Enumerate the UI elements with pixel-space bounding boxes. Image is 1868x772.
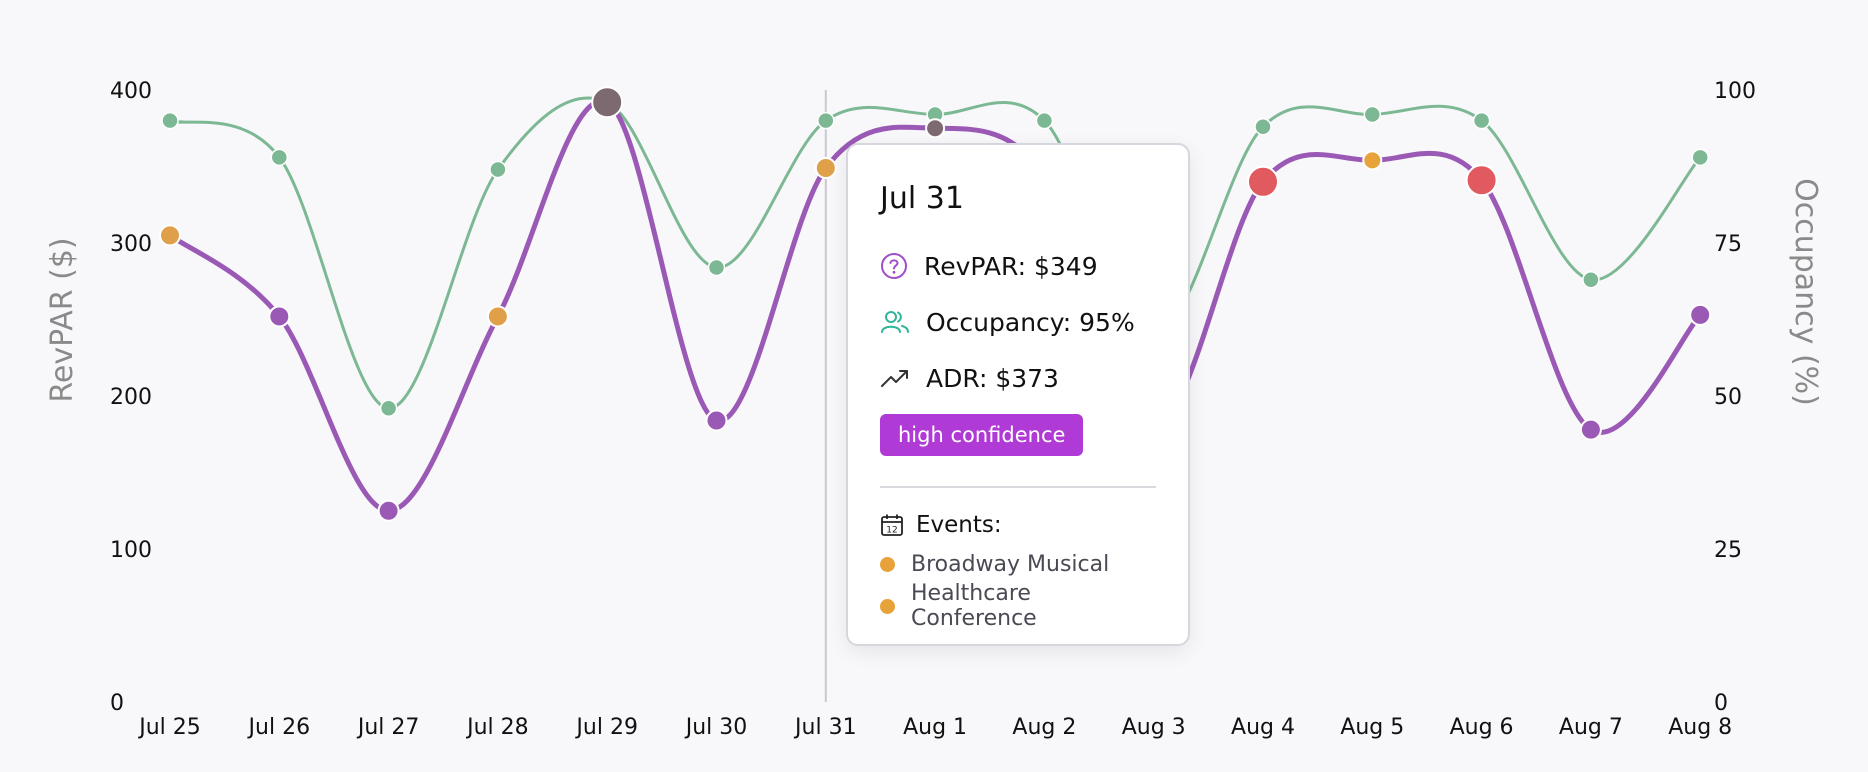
calendar-icon: 12 xyxy=(881,514,903,536)
users-icon xyxy=(881,311,909,333)
revpar-point[interactable] xyxy=(1579,418,1602,441)
tooltip-occupancy: Occupancy: 95% xyxy=(926,307,1135,337)
revpar-point[interactable] xyxy=(159,224,181,247)
x-tick-label: Aug 6 xyxy=(1450,715,1514,740)
tooltip-revpar-row: RevPAR: $349 xyxy=(880,238,1156,294)
y2-tick-label: 0 xyxy=(1714,691,1728,716)
y-tick-label: 400 xyxy=(110,79,152,104)
svg-text:12: 12 xyxy=(886,526,897,536)
occupancy-point[interactable] xyxy=(379,399,398,417)
event-dot xyxy=(880,598,895,614)
revpar-point[interactable] xyxy=(925,118,946,139)
event-name: Broadway Musical xyxy=(911,551,1110,577)
revpar-point[interactable] xyxy=(705,409,728,432)
occupancy-point[interactable] xyxy=(1582,270,1600,289)
tooltip-occupancy-row: Occupancy: 95% xyxy=(880,294,1156,350)
x-tick-label: Aug 2 xyxy=(1012,715,1076,740)
x-tick-label: Jul 28 xyxy=(465,715,529,740)
y2-tick-label: 75 xyxy=(1714,232,1742,257)
occupancy-point[interactable] xyxy=(161,111,179,130)
y2-tick-label: 100 xyxy=(1714,79,1756,104)
occupancy-point[interactable] xyxy=(1035,111,1054,130)
revpar-point[interactable] xyxy=(1689,303,1712,326)
x-tick-label: Aug 3 xyxy=(1122,715,1186,740)
tooltip-adr-row: ADR: $373 xyxy=(880,350,1156,406)
x-tick-label: Jul 26 xyxy=(247,715,311,740)
event-item: Healthcare Conference xyxy=(880,581,1156,631)
event-name: Healthcare Conference xyxy=(911,581,1037,631)
y-axis-title: RevPAR ($) xyxy=(45,237,80,402)
tooltip-adr: ADR: $373 xyxy=(926,363,1059,393)
revpar-point[interactable] xyxy=(268,305,291,328)
y2-tick-label: 25 xyxy=(1714,538,1742,563)
revpar-line xyxy=(168,98,1703,514)
occupancy-point[interactable] xyxy=(1472,111,1491,130)
tooltip-revpar: RevPAR: $349 xyxy=(924,251,1098,281)
x-tick-label: Aug 4 xyxy=(1231,715,1295,740)
occupancy-point[interactable] xyxy=(1363,105,1382,124)
revpar-point[interactable] xyxy=(814,157,837,180)
occupancy-point[interactable] xyxy=(270,148,289,167)
x-tick-label: Jul 25 xyxy=(137,715,201,740)
y2-axis-title: Occupancy (%) xyxy=(1788,178,1823,406)
event-item: Broadway Musical xyxy=(880,544,1156,584)
x-tick-label: Jul 30 xyxy=(684,715,748,740)
y-tick-label: 300 xyxy=(110,232,152,257)
x-tick-label: Aug 1 xyxy=(903,715,967,740)
revpar-point[interactable] xyxy=(1362,150,1383,171)
revpar-point[interactable] xyxy=(1465,164,1498,197)
events-heading: 12 Events: xyxy=(880,508,1156,542)
y-tick-label: 0 xyxy=(110,691,124,716)
help-circle-icon xyxy=(881,253,907,279)
occupancy-point[interactable] xyxy=(817,111,835,130)
x-tick-label: Jul 27 xyxy=(356,715,420,740)
revpar-point[interactable] xyxy=(1247,165,1279,198)
occupancy-point[interactable] xyxy=(489,160,507,179)
revpar-point[interactable] xyxy=(591,86,624,119)
y-tick-label: 100 xyxy=(110,538,152,563)
x-tick-label: Aug 8 xyxy=(1668,715,1732,740)
y-tick-label: 200 xyxy=(110,385,152,410)
x-tick-label: Aug 7 xyxy=(1559,715,1623,740)
tooltip-divider xyxy=(880,486,1156,488)
confidence-badge: high confidence xyxy=(880,414,1084,456)
events-label: Events: xyxy=(916,512,1002,538)
event-dot xyxy=(880,556,895,572)
y2-tick-label: 50 xyxy=(1714,385,1742,410)
occupancy-point[interactable] xyxy=(1691,148,1709,167)
chart-tooltip: Jul 31 RevPAR: $349 Occupancy: 95% ADR: … xyxy=(846,143,1190,646)
occupancy-point[interactable] xyxy=(1254,117,1272,136)
revpar-point[interactable] xyxy=(377,499,400,522)
tooltip-date: Jul 31 xyxy=(880,181,964,216)
occupancy-line xyxy=(169,96,1702,410)
x-tick-label: Aug 5 xyxy=(1340,715,1404,740)
x-tick-label: Jul 31 xyxy=(793,715,857,740)
trending-up-icon xyxy=(881,370,908,387)
occupancy-point[interactable] xyxy=(707,258,726,277)
x-tick-label: Jul 29 xyxy=(574,715,638,740)
revpar-point[interactable] xyxy=(486,305,509,328)
